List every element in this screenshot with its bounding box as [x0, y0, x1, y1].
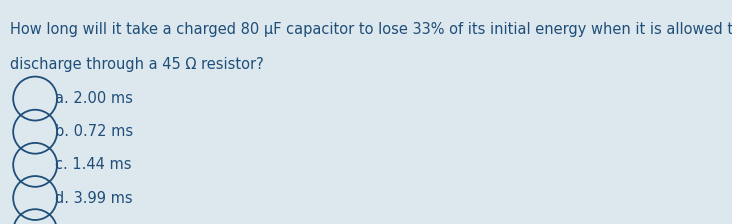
Text: a. 2.00 ms: a. 2.00 ms	[55, 91, 132, 106]
Text: d. 3.99 ms: d. 3.99 ms	[55, 191, 132, 205]
Text: b. 0.72 ms: b. 0.72 ms	[55, 124, 133, 139]
Text: c. 1.44 ms: c. 1.44 ms	[55, 157, 132, 172]
Text: How long will it take a charged 80 μF capacitor to lose 33% of its initial energ: How long will it take a charged 80 μF ca…	[10, 22, 732, 37]
Text: discharge through a 45 Ω resistor?: discharge through a 45 Ω resistor?	[10, 57, 264, 72]
